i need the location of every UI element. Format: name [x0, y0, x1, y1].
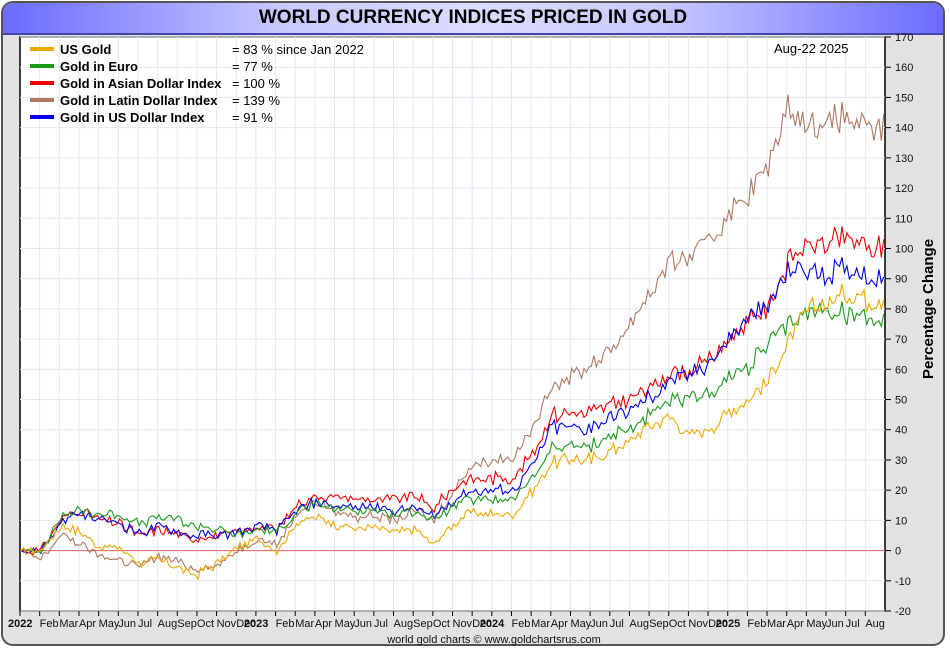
grid-lines — [20, 36, 885, 612]
y-axis: -20 -10 0 10 20 30 40 50 60 70 80 90 100 110 120 130 140… — [885, 32, 913, 618]
legend-value: = 83 % since Jan 2022 — [232, 42, 364, 57]
legend-label: Gold in Euro — [60, 59, 138, 74]
y-tick-label: 140 — [895, 123, 913, 135]
legend-value: = 91 % — [232, 110, 273, 125]
y-tick-label: 170 — [895, 32, 913, 44]
x-tick-label: Nov — [688, 618, 708, 630]
series-line-gold-in-euro — [20, 301, 885, 554]
x-tick-label: Jun — [590, 618, 608, 630]
x-tick-label: Jun — [354, 618, 372, 630]
x-tick-label: May — [570, 618, 591, 630]
series-line-gold-in-latin-dollar-index — [20, 94, 885, 573]
x-tick-label: Nov — [217, 618, 237, 630]
x-tick-label: Jun — [118, 618, 136, 630]
y-tick-label: 0 — [895, 546, 901, 558]
x-tick-label: 2025 — [716, 618, 740, 630]
x-tick-label: Dec — [236, 618, 256, 630]
x-tick-label: 2024 — [480, 618, 505, 630]
credit-text: world gold charts © www.goldchartsrus.co… — [386, 634, 601, 646]
x-tick-label: Sep — [413, 618, 433, 630]
x-tick-label: Sep — [649, 618, 669, 630]
chart-title: WORLD CURRENCY INDICES PRICED IN GOLD — [3, 3, 943, 35]
x-tick-label: Apr — [79, 618, 96, 630]
x-tick-label: May — [806, 618, 827, 630]
x-tick-label: Aug — [865, 618, 885, 630]
x-tick-label: May — [99, 618, 120, 630]
y-tick-label: 80 — [895, 304, 907, 316]
y-tick-label: 30 — [895, 455, 907, 467]
legend-label: Gold in Latin Dollar Index — [60, 93, 218, 108]
y-tick-label: 120 — [895, 183, 913, 195]
x-tick-label: Mar — [59, 618, 78, 630]
x-tick-label: Jul — [138, 618, 152, 630]
y-tick-label: 150 — [895, 92, 913, 104]
x-tick-label: Oct — [433, 618, 450, 630]
y-tick-label: 160 — [895, 62, 913, 74]
x-tick-label: Apr — [551, 618, 568, 630]
x-tick-label: Jun — [826, 618, 844, 630]
x-tick-label: Sep — [177, 618, 197, 630]
x-tick-label: Feb — [276, 618, 295, 630]
y-tick-label: 110 — [895, 213, 913, 225]
x-tick-label: Apr — [787, 618, 804, 630]
x-tick-label: Feb — [511, 618, 530, 630]
series-line-gold-in-us-dollar-index — [20, 257, 885, 555]
x-tick-label: 2022 — [8, 618, 32, 630]
legend-value: = 139 % — [232, 93, 281, 108]
x-tick-label: Aug — [394, 618, 414, 630]
x-tick-label: Apr — [315, 618, 332, 630]
x-tick-label: Feb — [40, 618, 59, 630]
y-tick-label: 40 — [895, 425, 907, 437]
x-tick-label: Jul — [846, 618, 860, 630]
y-tick-label: 10 — [895, 515, 907, 527]
x-tick-label: Mar — [767, 618, 786, 630]
series-line-us-gold — [20, 283, 885, 581]
y-axis-title: Percentage Change — [920, 239, 937, 379]
date-label: Aug-22 2025 — [774, 41, 848, 56]
x-tick-label: May — [335, 618, 356, 630]
y-tick-label: -20 — [895, 606, 911, 618]
x-tick-label: Dec — [472, 618, 492, 630]
y-tick-label: 20 — [895, 485, 907, 497]
series-layer — [20, 94, 885, 581]
y-tick-label: 100 — [895, 243, 913, 255]
legend-label: Gold in US Dollar Index — [60, 110, 205, 125]
y-tick-label: 60 — [895, 364, 907, 376]
y-tick-label: 50 — [895, 395, 907, 407]
y-tick-label: 70 — [895, 334, 907, 346]
x-tick-label: Aug — [629, 618, 649, 630]
legend-label: US Gold — [60, 42, 111, 57]
x-tick-label: Oct — [197, 618, 214, 630]
legend-label: Gold in Asian Dollar Index — [60, 76, 222, 91]
x-tick-label: Dec — [708, 618, 728, 630]
x-tick-label: 2023 — [244, 618, 268, 630]
x-tick-label: Aug — [158, 618, 178, 630]
legend: US Gold = 83 % since Jan 2022 Gold in Euro… — [30, 42, 364, 125]
x-tick-label: Nov — [453, 618, 473, 630]
y-tick-label: 130 — [895, 153, 913, 165]
x-tick-label: Mar — [295, 618, 314, 630]
x-tick-label: Feb — [747, 618, 766, 630]
y-tick-label: -10 — [895, 576, 911, 588]
x-tick-label: Jul — [374, 618, 388, 630]
x-tick-label: Jul — [610, 618, 624, 630]
x-tick-label: Oct — [669, 618, 686, 630]
x-tick-label: Mar — [531, 618, 550, 630]
legend-value: = 100 % — [232, 76, 281, 91]
legend-value: = 77 % — [232, 59, 273, 74]
y-tick-label: 90 — [895, 274, 907, 286]
